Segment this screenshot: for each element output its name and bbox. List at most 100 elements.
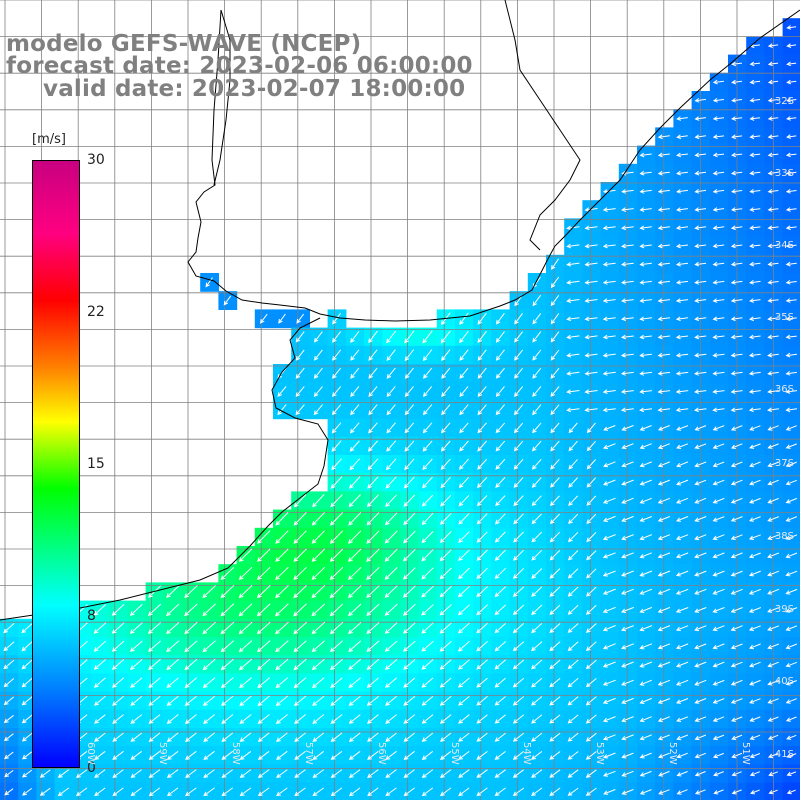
wind-arrow	[276, 787, 288, 797]
wind-arrow	[386, 349, 396, 362]
wind-arrow	[348, 494, 361, 508]
wind-arrow	[621, 461, 634, 468]
wind-arrow	[275, 695, 289, 707]
wind-arrow	[785, 461, 797, 468]
wind-arrow	[750, 789, 760, 795]
wind-arrow	[675, 225, 689, 231]
wind-arrow	[384, 659, 398, 670]
wind-arrow	[202, 621, 216, 635]
lat-label-34s: 34S	[774, 240, 794, 251]
wind-arrow	[566, 316, 580, 322]
wind-arrow	[348, 732, 361, 742]
wind-arrow	[330, 732, 343, 742]
wind-arrow	[749, 152, 761, 158]
wind-arrow	[513, 440, 524, 452]
wind-arrow	[329, 603, 344, 617]
wind-arrow	[312, 677, 325, 689]
wind-arrow	[205, 277, 213, 288]
wind-arrow	[403, 695, 416, 706]
wind-arrow	[676, 189, 688, 194]
wind-arrow	[657, 461, 670, 468]
lat-label-38s: 38S	[774, 531, 794, 542]
wind-arrow	[749, 298, 761, 303]
wind-arrow	[441, 422, 451, 434]
wind-arrow	[603, 789, 616, 795]
wind-arrow	[768, 753, 779, 759]
wind-arrow	[730, 170, 743, 176]
wind-arrow	[712, 516, 725, 522]
wind-arrow	[749, 261, 761, 267]
wind-arrow	[531, 677, 543, 688]
wind-arrow	[712, 79, 724, 85]
wind-arrow	[494, 586, 507, 598]
wind-arrow	[223, 295, 232, 306]
wind-arrow	[567, 531, 579, 543]
wind-arrow	[712, 425, 725, 431]
wind-arrow	[748, 352, 761, 358]
wind-arrow	[512, 677, 525, 688]
wind-arrow	[349, 422, 360, 434]
wind-arrow	[421, 604, 434, 616]
wind-arrow	[602, 298, 616, 303]
wind-arrow	[458, 549, 470, 562]
wind-arrow	[748, 370, 761, 376]
wind-arrow	[129, 622, 143, 634]
wind-arrow	[313, 367, 323, 379]
wind-arrow	[458, 567, 470, 580]
wind-arrow	[238, 548, 253, 562]
wind-arrow	[494, 677, 506, 688]
wind-arrow	[730, 352, 743, 358]
wind-arrow	[312, 494, 325, 508]
wind-arrow	[421, 769, 434, 779]
wind-arrow	[494, 787, 506, 797]
wind-arrow	[39, 787, 51, 796]
wind-arrow	[585, 714, 597, 724]
wind-arrow	[422, 404, 433, 416]
wind-arrow	[350, 330, 360, 343]
wind-arrow	[293, 640, 307, 653]
wind-arrow	[531, 458, 542, 470]
wind-arrow	[440, 330, 451, 344]
wind-arrow	[549, 513, 560, 525]
wind-arrow	[275, 732, 288, 742]
wind-arrow	[166, 787, 179, 797]
wind-arrow	[694, 352, 707, 358]
wind-arrow	[439, 567, 452, 580]
wind-arrow	[293, 621, 307, 635]
wind-arrow	[459, 440, 469, 452]
wind-arrow	[585, 696, 597, 706]
wind-arrow	[422, 349, 433, 362]
wind-arrow	[566, 407, 580, 413]
wind-arrow	[404, 330, 415, 344]
wind-arrow	[621, 280, 634, 285]
wind-arrow	[495, 312, 505, 325]
wind-arrow	[531, 531, 542, 543]
wind-arrow	[730, 407, 743, 413]
colorbar-unit: [m/s]	[32, 132, 66, 147]
wind-arrow	[675, 389, 689, 394]
wind-arrow	[512, 769, 525, 778]
wind-arrow	[311, 640, 325, 653]
wind-arrow	[532, 422, 542, 434]
wind-arrow	[476, 659, 488, 670]
wind-arrow	[639, 371, 652, 376]
wind-arrow	[549, 641, 561, 652]
wind-arrow	[495, 349, 505, 361]
wind-arrow	[202, 603, 216, 617]
lon-label-57w: 57W	[303, 742, 314, 765]
colorbar-tick-22: 22	[87, 304, 105, 320]
wind-arrow	[639, 534, 652, 541]
wind-arrow	[330, 658, 343, 671]
wind-arrow	[675, 552, 689, 559]
wind-arrow	[403, 659, 416, 670]
wind-arrow	[531, 641, 543, 652]
wind-arrow	[112, 695, 125, 706]
wind-arrow	[276, 750, 288, 760]
wind-arrow	[348, 548, 362, 562]
wind-arrow	[203, 787, 215, 797]
wind-arrow	[366, 658, 380, 670]
wind-arrow	[657, 352, 671, 358]
wind-arrow	[657, 189, 670, 194]
wind-arrow	[295, 331, 305, 343]
wind-arrow	[767, 43, 779, 48]
